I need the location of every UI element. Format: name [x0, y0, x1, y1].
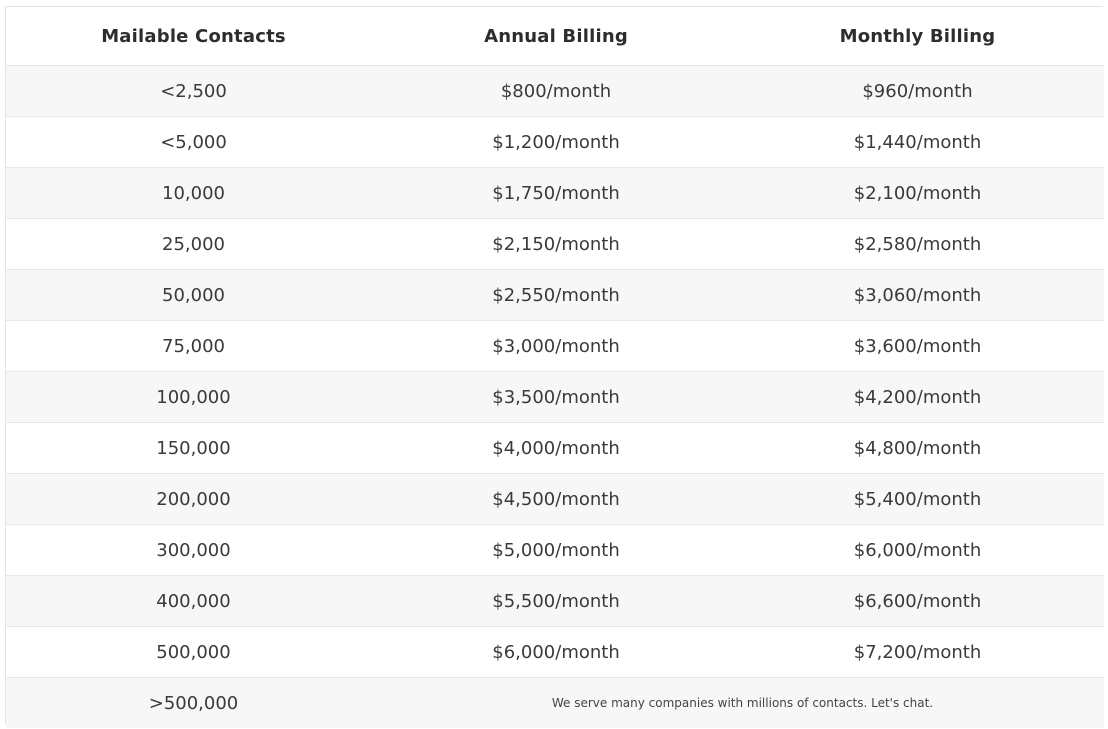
contacts-cell: 10,000	[6, 167, 381, 219]
contacts-cell: <5,000	[6, 116, 381, 168]
contacts-cell: 75,000	[6, 320, 381, 372]
header-annual-billing: Annual Billing	[381, 7, 731, 66]
monthly-price-cell: $3,060/month	[731, 269, 1104, 321]
table-row: 300,000 $5,000/month $6,000/month	[6, 524, 1104, 576]
annual-price-cell: $1,750/month	[381, 167, 731, 219]
annual-price-cell: $6,000/month	[381, 626, 731, 678]
pricing-table-body: <2,500 $800/month $960/month <5,000 $1,2…	[6, 65, 1104, 728]
annual-price-cell: $1,200/month	[381, 116, 731, 168]
contacts-cell: 50,000	[6, 269, 381, 321]
monthly-price-cell: $5,400/month	[731, 473, 1104, 525]
annual-price-cell: $2,550/month	[381, 269, 731, 321]
contacts-cell: 100,000	[6, 371, 381, 423]
monthly-price-cell: $2,100/month	[731, 167, 1104, 219]
annual-price-cell: $3,500/month	[381, 371, 731, 423]
pricing-table-container: Mailable Contacts Annual Billing Monthly…	[5, 6, 1104, 728]
enterprise-note: We serve many companies with millions of…	[381, 677, 1104, 728]
contacts-cell: >500,000	[6, 677, 381, 728]
table-row: 150,000 $4,000/month $4,800/month	[6, 422, 1104, 474]
annual-price-cell: $5,500/month	[381, 575, 731, 627]
monthly-price-cell: $6,600/month	[731, 575, 1104, 627]
table-row: 500,000 $6,000/month $7,200/month	[6, 626, 1104, 678]
pricing-table: Mailable Contacts Annual Billing Monthly…	[6, 7, 1104, 728]
contacts-cell: 25,000	[6, 218, 381, 270]
table-row: 75,000 $3,000/month $3,600/month	[6, 320, 1104, 372]
table-row-enterprise: >500,000 We serve many companies with mi…	[6, 677, 1104, 728]
annual-price-cell: $4,500/month	[381, 473, 731, 525]
pricing-table-header: Mailable Contacts Annual Billing Monthly…	[6, 7, 1104, 66]
monthly-price-cell: $2,580/month	[731, 218, 1104, 270]
contacts-cell: 400,000	[6, 575, 381, 627]
header-monthly-billing: Monthly Billing	[731, 7, 1104, 66]
annual-price-cell: $2,150/month	[381, 218, 731, 270]
monthly-price-cell: $4,800/month	[731, 422, 1104, 474]
contacts-cell: 500,000	[6, 626, 381, 678]
monthly-price-cell: $6,000/month	[731, 524, 1104, 576]
annual-price-cell: $4,000/month	[381, 422, 731, 474]
table-row: 50,000 $2,550/month $3,060/month	[6, 269, 1104, 321]
monthly-price-cell: $4,200/month	[731, 371, 1104, 423]
monthly-price-cell: $1,440/month	[731, 116, 1104, 168]
annual-price-cell: $3,000/month	[381, 320, 731, 372]
contacts-cell: 300,000	[6, 524, 381, 576]
header-mailable-contacts: Mailable Contacts	[6, 7, 381, 66]
table-row: 200,000 $4,500/month $5,400/month	[6, 473, 1104, 525]
table-row: 10,000 $1,750/month $2,100/month	[6, 167, 1104, 219]
table-row: <5,000 $1,200/month $1,440/month	[6, 116, 1104, 168]
monthly-price-cell: $960/month	[731, 65, 1104, 117]
table-row: 400,000 $5,500/month $6,600/month	[6, 575, 1104, 627]
contacts-cell: 150,000	[6, 422, 381, 474]
contacts-cell: 200,000	[6, 473, 381, 525]
monthly-price-cell: $7,200/month	[731, 626, 1104, 678]
contacts-cell: <2,500	[6, 65, 381, 117]
header-row: Mailable Contacts Annual Billing Monthly…	[6, 7, 1104, 66]
table-row: 100,000 $3,500/month $4,200/month	[6, 371, 1104, 423]
annual-price-cell: $5,000/month	[381, 524, 731, 576]
table-row: 25,000 $2,150/month $2,580/month	[6, 218, 1104, 270]
annual-price-cell: $800/month	[381, 65, 731, 117]
monthly-price-cell: $3,600/month	[731, 320, 1104, 372]
table-row: <2,500 $800/month $960/month	[6, 65, 1104, 117]
